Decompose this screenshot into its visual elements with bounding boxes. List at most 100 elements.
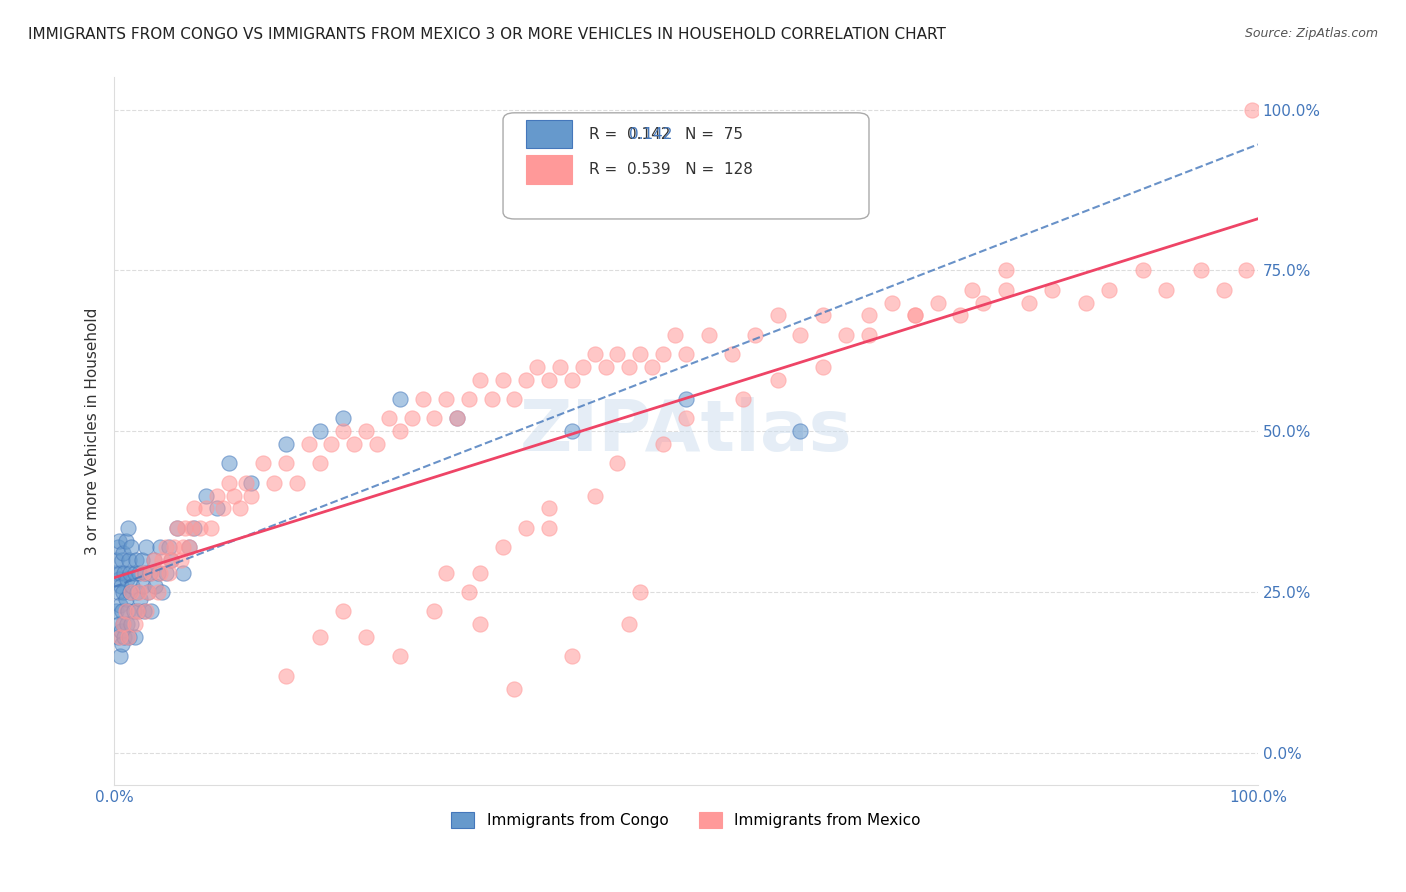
Point: [110, 624, 132, 638]
Point: [412, 392, 434, 406]
Point: [309, 457, 332, 471]
Point: [1018, 295, 1040, 310]
Text: R =  0.539   N =  128: R = 0.539 N = 128: [589, 162, 752, 177]
Point: [492, 540, 515, 554]
Point: [149, 540, 172, 554]
Point: [617, 617, 640, 632]
Point: [160, 553, 183, 567]
Point: [117, 630, 139, 644]
Point: [606, 347, 628, 361]
Point: [789, 424, 811, 438]
Point: [697, 327, 720, 342]
Point: [150, 553, 173, 567]
Point: [177, 540, 200, 554]
Point: [205, 489, 228, 503]
Point: [446, 411, 468, 425]
Text: 0.142: 0.142: [628, 127, 672, 142]
Point: [143, 553, 166, 567]
Point: [121, 579, 143, 593]
Point: [139, 566, 162, 580]
Point: [124, 617, 146, 632]
Point: [177, 540, 200, 554]
Point: [389, 424, 412, 438]
Point: [526, 359, 548, 374]
Point: [200, 521, 222, 535]
Point: [125, 585, 148, 599]
Point: [457, 585, 479, 599]
Point: [146, 585, 169, 599]
Point: [218, 475, 240, 490]
Point: [789, 327, 811, 342]
Point: [146, 566, 169, 580]
Point: [766, 373, 789, 387]
Point: [112, 547, 135, 561]
Point: [163, 540, 186, 554]
Point: [138, 585, 160, 599]
Point: [124, 566, 146, 580]
Point: [470, 617, 492, 632]
Point: [166, 521, 188, 535]
Point: [138, 585, 160, 599]
Point: [138, 566, 160, 580]
Point: [354, 424, 377, 438]
Point: [628, 585, 651, 599]
Point: [904, 309, 927, 323]
Point: [105, 604, 128, 618]
Point: [108, 630, 131, 644]
Point: [995, 263, 1018, 277]
Point: [150, 585, 173, 599]
Bar: [526, 155, 572, 184]
Point: [112, 585, 135, 599]
Point: [240, 489, 263, 503]
Point: [131, 553, 153, 567]
Point: [112, 617, 135, 632]
Point: [114, 566, 136, 580]
Point: [120, 540, 142, 554]
Point: [813, 309, 835, 323]
Point: [107, 585, 129, 599]
Point: [183, 521, 205, 535]
Point: [112, 617, 135, 632]
Point: [240, 475, 263, 490]
Point: [122, 604, 145, 618]
Point: [224, 489, 246, 503]
Point: [107, 533, 129, 548]
Point: [675, 392, 697, 406]
Point: [132, 579, 155, 593]
Point: [423, 411, 446, 425]
Point: [675, 411, 697, 425]
Point: [110, 579, 132, 593]
Point: [181, 521, 204, 535]
Point: [492, 373, 515, 387]
Point: [354, 630, 377, 644]
Point: [157, 540, 180, 554]
Point: [548, 359, 571, 374]
Point: [132, 566, 155, 580]
Point: [229, 501, 252, 516]
Point: [1040, 283, 1063, 297]
Point: [744, 327, 766, 342]
Point: [205, 501, 228, 516]
Point: [1234, 263, 1257, 277]
Point: [332, 424, 354, 438]
Point: [423, 604, 446, 618]
Point: [117, 521, 139, 535]
Point: [628, 347, 651, 361]
Point: [169, 553, 191, 567]
Point: [332, 411, 354, 425]
Point: [194, 501, 217, 516]
Point: [1132, 263, 1154, 277]
Point: [813, 359, 835, 374]
Point: [377, 411, 399, 425]
Point: [172, 540, 194, 554]
Text: Source: ZipAtlas.com: Source: ZipAtlas.com: [1244, 27, 1378, 40]
Point: [115, 617, 138, 632]
Point: [135, 604, 157, 618]
Point: [129, 591, 152, 606]
Point: [515, 373, 537, 387]
Point: [652, 347, 675, 361]
Point: [128, 566, 150, 580]
Y-axis label: 3 or more Vehicles in Household: 3 or more Vehicles in Household: [86, 308, 100, 555]
Point: [120, 566, 142, 580]
Point: [343, 437, 366, 451]
